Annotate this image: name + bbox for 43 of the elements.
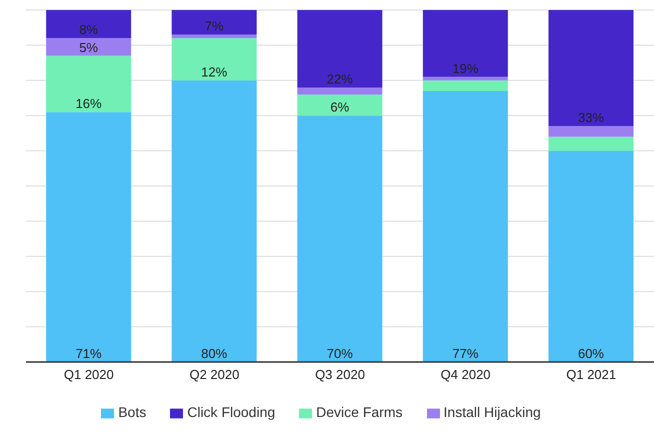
data-label: 19%	[452, 60, 479, 76]
bar	[422, 90, 508, 362]
data-label: 80%	[201, 346, 228, 361]
bar	[422, 80, 508, 91]
x-tick-label: Q1 2021	[566, 367, 616, 382]
data-label: 22%	[326, 71, 354, 86]
legend-label: Bots	[118, 404, 146, 420]
bar	[422, 76, 508, 80]
bar	[172, 80, 257, 362]
bar	[548, 126, 634, 137]
bar	[297, 94, 382, 116]
bar	[548, 150, 634, 362]
data-label: 5%	[79, 40, 98, 55]
x-tick-label: Q1 2020	[64, 367, 114, 382]
legend-label: Device Farms	[316, 404, 403, 420]
bar	[46, 38, 132, 56]
data-label: 12%	[201, 64, 228, 80]
bar	[548, 136, 634, 151]
bar	[172, 10, 257, 35]
legend-label: Click Flooding	[187, 404, 276, 420]
bar	[297, 10, 382, 88]
bar	[46, 112, 132, 362]
bar	[422, 10, 508, 77]
data-label: 33%	[578, 110, 604, 126]
bar	[46, 56, 132, 112]
bar	[548, 10, 634, 126]
x-tick-label: Q3 2020	[315, 367, 365, 382]
data-label: 7%	[204, 18, 224, 34]
x-tick-label: Q4 2020	[440, 367, 491, 382]
data-label: 77%	[452, 346, 479, 361]
data-label: 16%	[76, 96, 102, 112]
bar	[172, 38, 257, 80]
bar	[297, 116, 382, 362]
bar	[46, 10, 132, 38]
bar	[297, 87, 382, 94]
data-label: 70%	[326, 346, 354, 361]
data-label: 71%	[76, 346, 102, 361]
data-label: 60%	[578, 346, 604, 361]
data-label: 6%	[330, 100, 350, 115]
legend-label: Install Hijacking	[444, 404, 541, 420]
bar	[172, 34, 257, 38]
x-tick-label: Q2 2020	[189, 367, 240, 382]
data-label: 8%	[79, 22, 98, 38]
